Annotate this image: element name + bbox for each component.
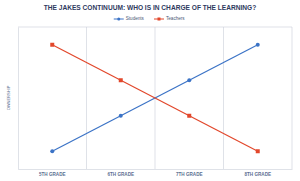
x-axis-line — [19, 169, 293, 170]
grid-line — [86, 27, 87, 169]
series-marker — [256, 149, 260, 153]
legend-label: Teachers — [166, 16, 185, 21]
x-tick-label: 7TH GRADE — [176, 172, 203, 177]
x-tick: 7TH GRADE — [176, 169, 203, 177]
x-tick: 5TH GRADE — [39, 169, 66, 177]
series-marker — [50, 43, 54, 47]
series-marker — [187, 78, 191, 82]
chart-title: THE JAKES CONTINUUM: WHO IS IN CHARGE OF… — [44, 4, 256, 11]
legend: Students Teachers — [114, 16, 186, 21]
x-tick-label: 6TH GRADE — [107, 172, 134, 177]
series-marker — [187, 114, 191, 118]
series-line — [52, 45, 258, 152]
series-line — [52, 45, 258, 152]
y-axis-line — [18, 28, 19, 170]
y-axis-title: OWNERSHIP — [6, 85, 11, 110]
series-marker — [119, 114, 123, 118]
legend-swatch-line — [154, 19, 164, 20]
frame-top — [18, 27, 292, 28]
plot-marks — [50, 43, 260, 154]
x-tick-label: 5TH GRADE — [39, 172, 66, 177]
x-axis: 5TH GRADE 6TH GRADE 7TH GRADE 8TH GRADE — [19, 169, 293, 177]
series-marker — [50, 149, 54, 153]
legend-item: Teachers — [154, 16, 185, 21]
chart-svg: THE JAKES CONTINUUM: WHO IS IN CHARGE OF… — [0, 0, 300, 181]
x-tick: 8TH GRADE — [244, 169, 271, 177]
x-tick: 6TH GRADE — [107, 169, 134, 177]
x-tick-label: 8TH GRADE — [244, 172, 271, 177]
legend-swatch-marker — [117, 18, 120, 21]
legend-swatch-line — [114, 19, 124, 20]
y-axis — [18, 28, 19, 170]
grid-line — [223, 27, 224, 169]
legend-label: Students — [126, 16, 145, 21]
frame-right — [292, 27, 293, 169]
series-marker — [256, 43, 260, 47]
legend-item: Students — [114, 16, 145, 21]
legend-swatch-marker — [158, 18, 161, 21]
chart-container: THE JAKES CONTINUUM: WHO IS IN CHARGE OF… — [0, 0, 300, 181]
series-marker — [119, 78, 123, 82]
